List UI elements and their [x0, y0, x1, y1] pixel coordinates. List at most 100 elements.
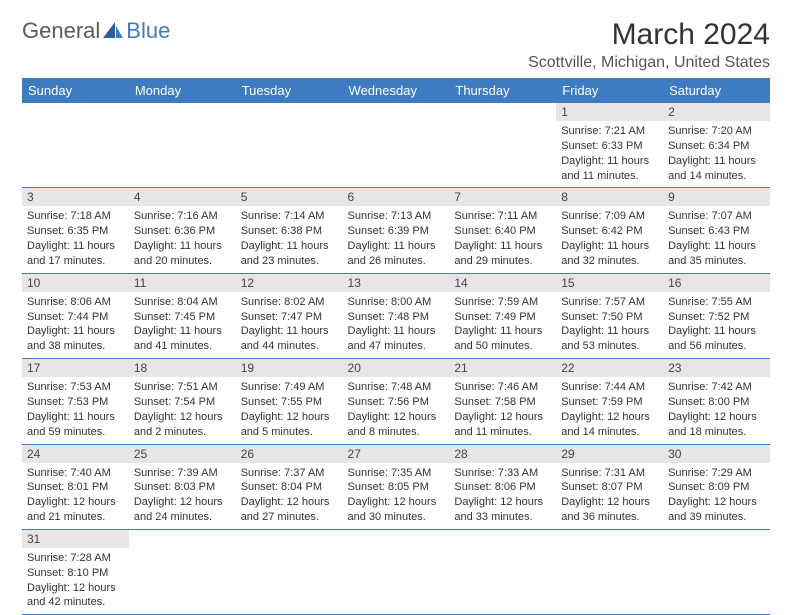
day-number: 3 [22, 188, 129, 206]
day-header-row: SundayMondayTuesdayWednesdayThursdayFrid… [22, 78, 770, 103]
day-cell: 7Sunrise: 7:11 AMSunset: 6:40 PMDaylight… [449, 188, 556, 273]
day-details: Sunrise: 8:00 AMSunset: 7:48 PMDaylight:… [343, 292, 450, 358]
day-details: Sunrise: 7:29 AMSunset: 8:09 PMDaylight:… [663, 463, 770, 529]
day-cell: 6Sunrise: 7:13 AMSunset: 6:39 PMDaylight… [343, 188, 450, 273]
day-details: Sunrise: 7:44 AMSunset: 7:59 PMDaylight:… [556, 377, 663, 443]
day-details: Sunrise: 7:18 AMSunset: 6:35 PMDaylight:… [22, 206, 129, 272]
calendar-row: 17Sunrise: 7:53 AMSunset: 7:53 PMDayligh… [22, 359, 770, 444]
day-cell: 1Sunrise: 7:21 AMSunset: 6:33 PMDaylight… [556, 103, 663, 188]
day-cell: 5Sunrise: 7:14 AMSunset: 6:38 PMDaylight… [236, 188, 343, 273]
calendar-table: SundayMondayTuesdayWednesdayThursdayFrid… [22, 78, 770, 615]
day-number: 13 [343, 274, 450, 292]
location: Scottville, Michigan, United States [528, 54, 770, 72]
logo-text-1: General [22, 18, 100, 44]
day-number: 9 [663, 188, 770, 206]
day-cell: 13Sunrise: 8:00 AMSunset: 7:48 PMDayligh… [343, 273, 450, 358]
day-number: 22 [556, 359, 663, 377]
day-details: Sunrise: 7:09 AMSunset: 6:42 PMDaylight:… [556, 206, 663, 272]
day-header: Wednesday [343, 78, 450, 103]
calendar-row: 1Sunrise: 7:21 AMSunset: 6:33 PMDaylight… [22, 103, 770, 188]
empty-cell [343, 103, 450, 188]
month-title: March 2024 [528, 18, 770, 52]
day-details: Sunrise: 7:49 AMSunset: 7:55 PMDaylight:… [236, 377, 343, 443]
calendar-row: 24Sunrise: 7:40 AMSunset: 8:01 PMDayligh… [22, 444, 770, 529]
day-cell: 23Sunrise: 7:42 AMSunset: 8:00 PMDayligh… [663, 359, 770, 444]
day-details: Sunrise: 7:53 AMSunset: 7:53 PMDaylight:… [22, 377, 129, 443]
day-details: Sunrise: 7:39 AMSunset: 8:03 PMDaylight:… [129, 463, 236, 529]
day-number: 8 [556, 188, 663, 206]
day-cell: 15Sunrise: 7:57 AMSunset: 7:50 PMDayligh… [556, 273, 663, 358]
day-number: 26 [236, 445, 343, 463]
day-details: Sunrise: 7:57 AMSunset: 7:50 PMDaylight:… [556, 292, 663, 358]
day-details: Sunrise: 7:51 AMSunset: 7:54 PMDaylight:… [129, 377, 236, 443]
empty-cell [449, 103, 556, 188]
day-number: 28 [449, 445, 556, 463]
day-cell: 3Sunrise: 7:18 AMSunset: 6:35 PMDaylight… [22, 188, 129, 273]
sail-icon [102, 22, 124, 40]
day-details: Sunrise: 7:13 AMSunset: 6:39 PMDaylight:… [343, 206, 450, 272]
day-header: Saturday [663, 78, 770, 103]
day-cell: 12Sunrise: 8:02 AMSunset: 7:47 PMDayligh… [236, 273, 343, 358]
day-cell: 9Sunrise: 7:07 AMSunset: 6:43 PMDaylight… [663, 188, 770, 273]
day-details: Sunrise: 7:48 AMSunset: 7:56 PMDaylight:… [343, 377, 450, 443]
day-number: 19 [236, 359, 343, 377]
day-number: 29 [556, 445, 663, 463]
day-details: Sunrise: 7:16 AMSunset: 6:36 PMDaylight:… [129, 206, 236, 272]
day-number: 20 [343, 359, 450, 377]
day-cell: 10Sunrise: 8:06 AMSunset: 7:44 PMDayligh… [22, 273, 129, 358]
day-number: 21 [449, 359, 556, 377]
day-cell: 2Sunrise: 7:20 AMSunset: 6:34 PMDaylight… [663, 103, 770, 188]
day-number: 7 [449, 188, 556, 206]
day-number: 17 [22, 359, 129, 377]
day-number: 1 [556, 103, 663, 121]
day-header: Friday [556, 78, 663, 103]
day-cell: 18Sunrise: 7:51 AMSunset: 7:54 PMDayligh… [129, 359, 236, 444]
day-header: Thursday [449, 78, 556, 103]
empty-cell [129, 529, 236, 614]
day-cell: 20Sunrise: 7:48 AMSunset: 7:56 PMDayligh… [343, 359, 450, 444]
day-number: 6 [343, 188, 450, 206]
day-number: 30 [663, 445, 770, 463]
day-details: Sunrise: 7:28 AMSunset: 8:10 PMDaylight:… [22, 548, 129, 614]
day-number: 23 [663, 359, 770, 377]
day-details: Sunrise: 7:21 AMSunset: 6:33 PMDaylight:… [556, 121, 663, 187]
day-number: 5 [236, 188, 343, 206]
day-cell: 27Sunrise: 7:35 AMSunset: 8:05 PMDayligh… [343, 444, 450, 529]
day-cell: 31Sunrise: 7:28 AMSunset: 8:10 PMDayligh… [22, 529, 129, 614]
day-cell: 17Sunrise: 7:53 AMSunset: 7:53 PMDayligh… [22, 359, 129, 444]
day-cell: 16Sunrise: 7:55 AMSunset: 7:52 PMDayligh… [663, 273, 770, 358]
day-number: 10 [22, 274, 129, 292]
day-number: 2 [663, 103, 770, 121]
day-number: 12 [236, 274, 343, 292]
day-number: 18 [129, 359, 236, 377]
day-header: Tuesday [236, 78, 343, 103]
empty-cell [129, 103, 236, 188]
day-details: Sunrise: 7:20 AMSunset: 6:34 PMDaylight:… [663, 121, 770, 187]
day-details: Sunrise: 7:33 AMSunset: 8:06 PMDaylight:… [449, 463, 556, 529]
day-cell: 11Sunrise: 8:04 AMSunset: 7:45 PMDayligh… [129, 273, 236, 358]
day-number: 4 [129, 188, 236, 206]
day-details: Sunrise: 7:59 AMSunset: 7:49 PMDaylight:… [449, 292, 556, 358]
day-cell: 25Sunrise: 7:39 AMSunset: 8:03 PMDayligh… [129, 444, 236, 529]
calendar-row: 10Sunrise: 8:06 AMSunset: 7:44 PMDayligh… [22, 273, 770, 358]
logo-text-2: Blue [126, 18, 170, 44]
day-header: Monday [129, 78, 236, 103]
day-cell: 14Sunrise: 7:59 AMSunset: 7:49 PMDayligh… [449, 273, 556, 358]
day-details: Sunrise: 8:06 AMSunset: 7:44 PMDaylight:… [22, 292, 129, 358]
day-cell: 8Sunrise: 7:09 AMSunset: 6:42 PMDaylight… [556, 188, 663, 273]
calendar-row: 31Sunrise: 7:28 AMSunset: 8:10 PMDayligh… [22, 529, 770, 614]
day-cell: 30Sunrise: 7:29 AMSunset: 8:09 PMDayligh… [663, 444, 770, 529]
day-details: Sunrise: 7:40 AMSunset: 8:01 PMDaylight:… [22, 463, 129, 529]
day-cell: 26Sunrise: 7:37 AMSunset: 8:04 PMDayligh… [236, 444, 343, 529]
day-number: 16 [663, 274, 770, 292]
day-details: Sunrise: 7:55 AMSunset: 7:52 PMDaylight:… [663, 292, 770, 358]
day-cell: 21Sunrise: 7:46 AMSunset: 7:58 PMDayligh… [449, 359, 556, 444]
day-details: Sunrise: 7:07 AMSunset: 6:43 PMDaylight:… [663, 206, 770, 272]
day-cell: 29Sunrise: 7:31 AMSunset: 8:07 PMDayligh… [556, 444, 663, 529]
empty-cell [663, 529, 770, 614]
day-number: 15 [556, 274, 663, 292]
day-number: 25 [129, 445, 236, 463]
day-cell: 22Sunrise: 7:44 AMSunset: 7:59 PMDayligh… [556, 359, 663, 444]
day-details: Sunrise: 7:35 AMSunset: 8:05 PMDaylight:… [343, 463, 450, 529]
day-cell: 24Sunrise: 7:40 AMSunset: 8:01 PMDayligh… [22, 444, 129, 529]
